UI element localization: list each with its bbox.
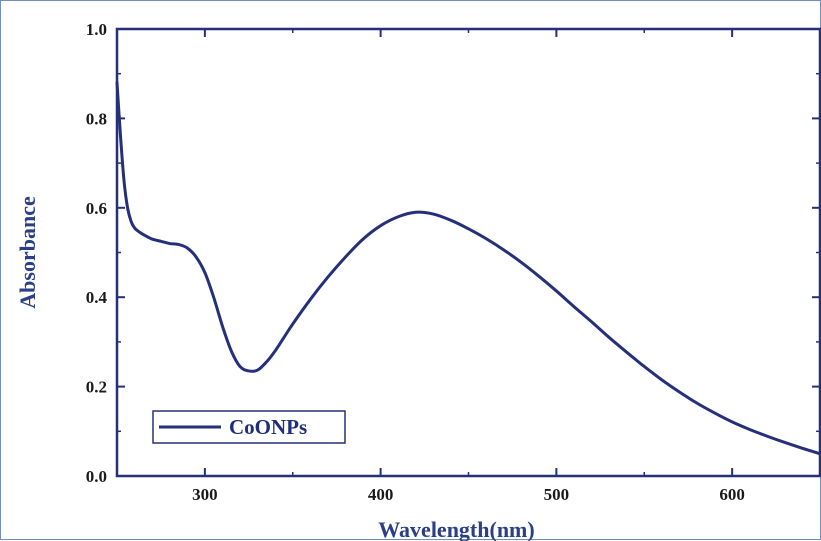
x-tick-label: 300 — [192, 485, 218, 504]
y-tick-label: 0.8 — [86, 109, 107, 128]
y-tick-label: 0.4 — [86, 288, 108, 307]
x-tick-label: 600 — [719, 485, 745, 504]
y-tick-label: 0.0 — [86, 467, 107, 486]
y-tick-label: 0.6 — [86, 199, 107, 218]
x-tick-label: 400 — [368, 485, 394, 504]
x-axis-title: Wavelength(nm) — [378, 517, 534, 541]
y-tick-label: 0.2 — [86, 378, 107, 397]
y-axis-title: Absorbance — [15, 196, 40, 309]
series-line-CoONPs — [117, 83, 820, 454]
legend-label: CoONPs — [229, 415, 307, 439]
plot-frame — [117, 29, 820, 476]
y-tick-label: 1.0 — [86, 20, 107, 39]
x-tick-label: 500 — [544, 485, 570, 504]
